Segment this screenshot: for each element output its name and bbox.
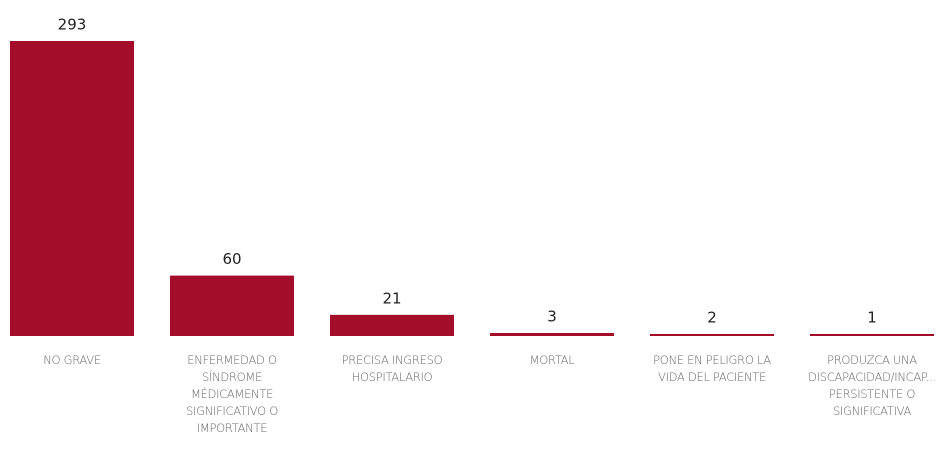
bar <box>490 332 614 336</box>
category-label: NO GRAVE <box>43 353 101 367</box>
category-label: PONE EN PELIGRO LA VIDA DEL PACIENTE <box>653 353 771 384</box>
bar <box>330 314 454 336</box>
category-label: MORTAL <box>529 353 575 367</box>
category-label: PRECISA INGRESO HOSPITALARIO <box>341 353 443 384</box>
value-label: 2 <box>707 308 717 326</box>
bar <box>170 275 294 336</box>
value-label: 3 <box>547 307 557 325</box>
bar <box>810 334 934 336</box>
value-label: 60 <box>222 250 241 268</box>
value-label: 1 <box>867 309 877 327</box>
bar <box>650 333 774 336</box>
value-label: 21 <box>382 289 401 307</box>
bar <box>10 41 134 336</box>
value-label: 293 <box>58 16 87 34</box>
category-label: PRODUZCA UNA DISCAPACIDAD/INCAP... PERSI… <box>808 353 936 418</box>
category-label: ENFERMEDAD O SÍNDROME MÉDICAMENTE SIGNIF… <box>186 353 278 435</box>
